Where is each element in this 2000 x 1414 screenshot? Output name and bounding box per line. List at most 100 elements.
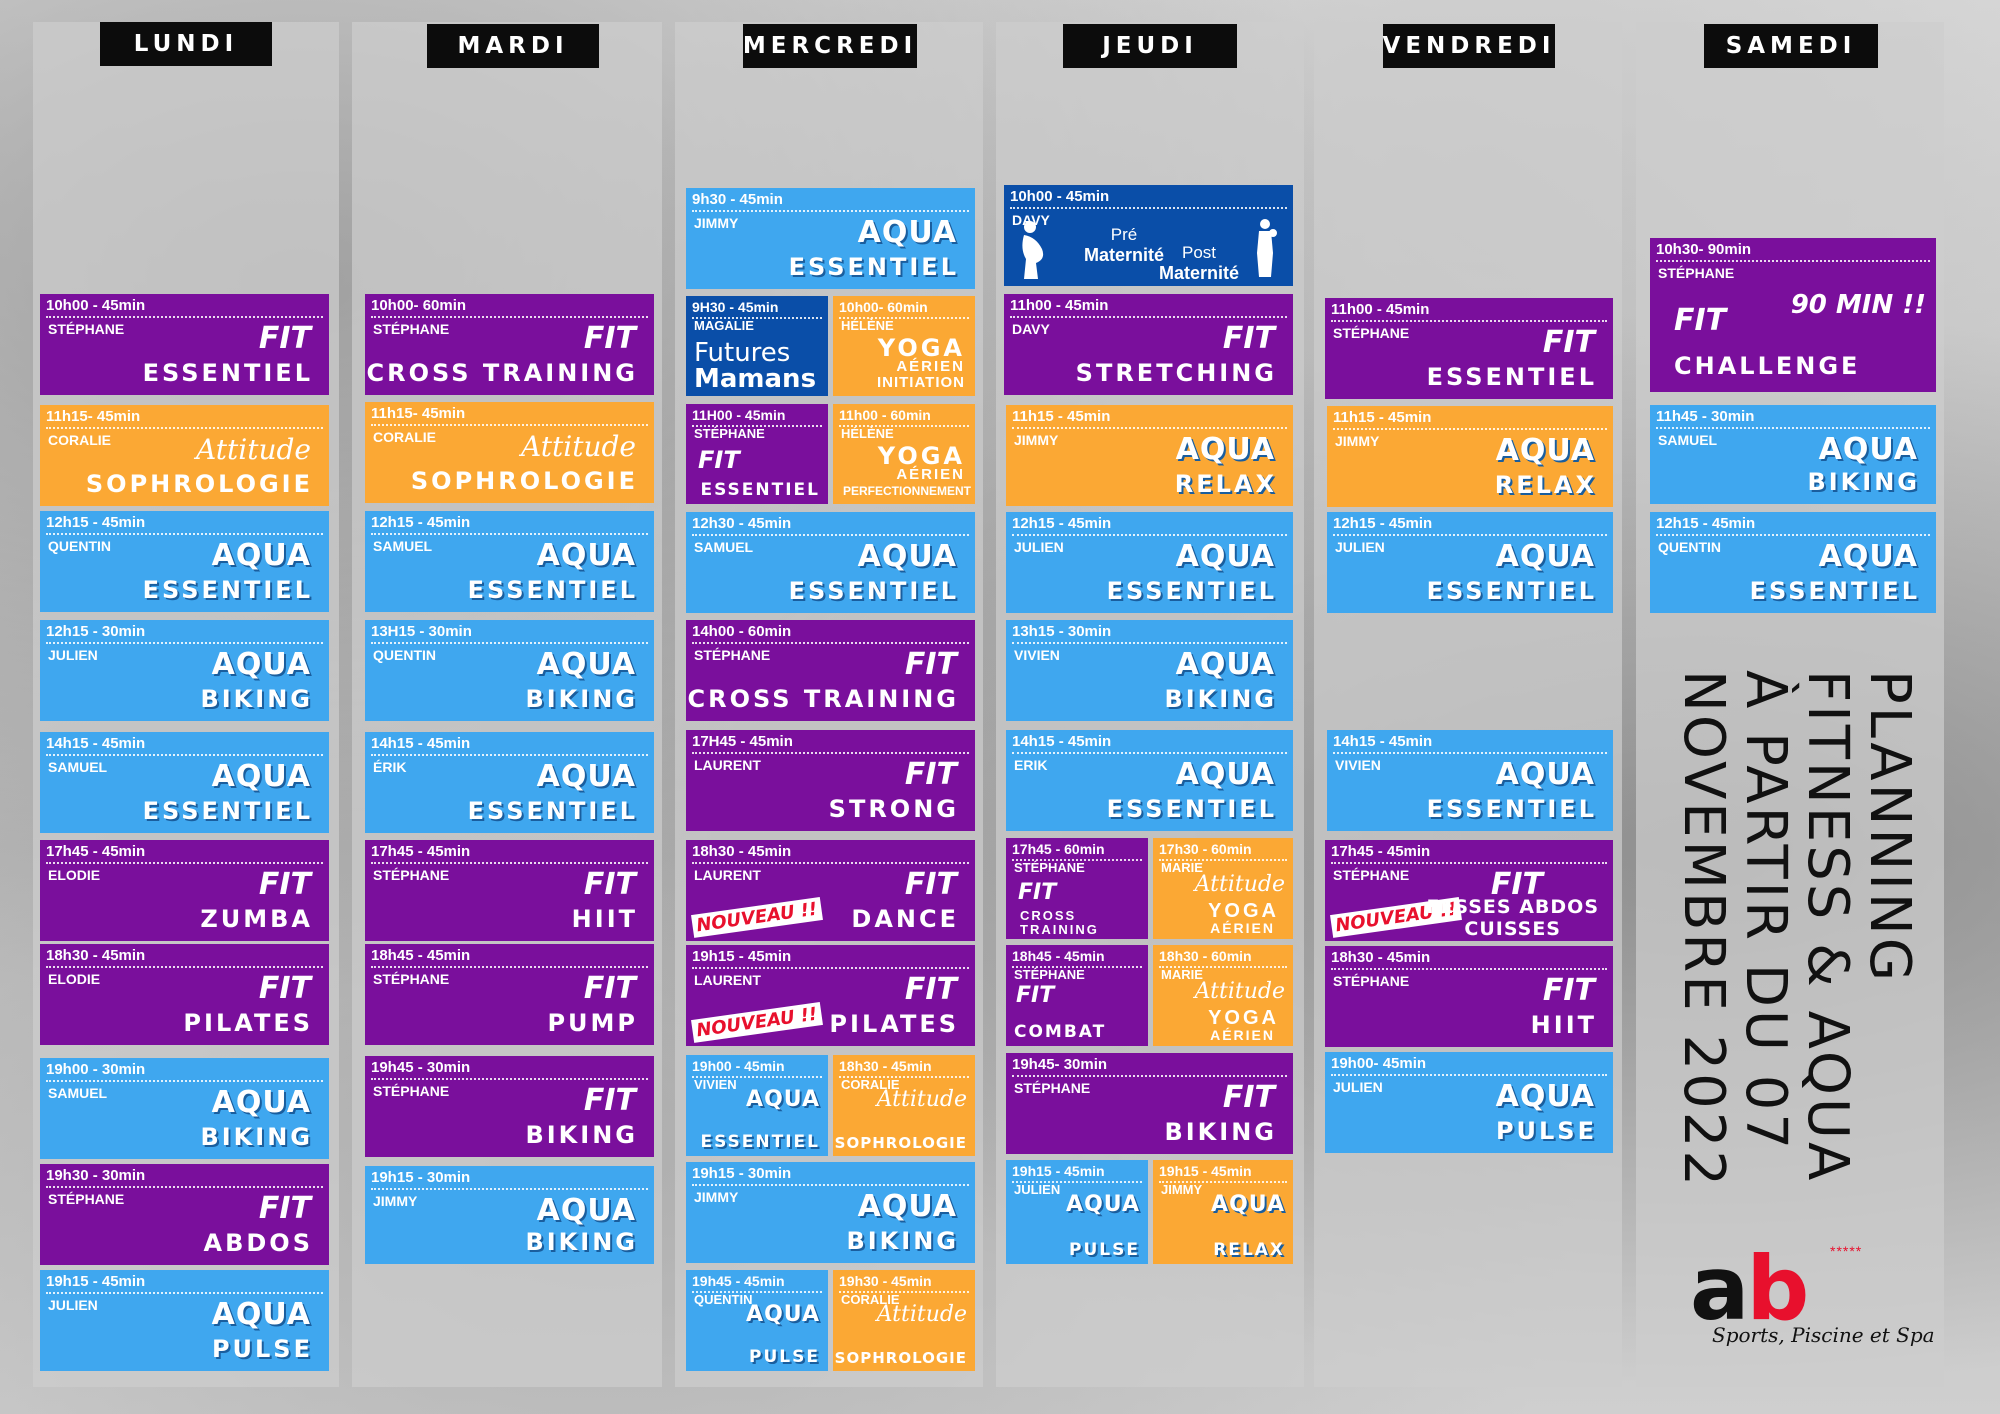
class-card[interactable]: 11h00 - 45min STÉPHANE FIT ESSENTIEL bbox=[1325, 298, 1613, 399]
fit-logo: FIT bbox=[698, 446, 740, 474]
class-coach: ÉRIK bbox=[373, 759, 407, 775]
class-card[interactable]: 18h30 - 60min MARIE Attitude YOGA AÉRIEN bbox=[1153, 945, 1293, 1046]
duration-highlight: 90 MIN !! bbox=[1790, 290, 1926, 320]
class-card[interactable]: 11h45 - 30min SAMUEL AQUA BIKING bbox=[1650, 405, 1936, 504]
class-name: ESSENTIEL bbox=[1426, 795, 1597, 823]
class-card[interactable]: 12h15 - 45min JULIEN AQUA ESSENTIEL bbox=[1006, 512, 1293, 613]
class-card[interactable]: 19h15 - 30min JIMMY AQUA BIKING bbox=[686, 1162, 975, 1263]
nouveau-badge: NOUVEAU !! bbox=[691, 1002, 823, 1043]
class-coach: STÉPHANE bbox=[48, 321, 125, 337]
class-card[interactable]: 10h00- 60min STÉPHANE FIT CROSS TRAINING bbox=[365, 294, 654, 395]
aqua-logo: AQUA bbox=[536, 538, 636, 573]
class-card[interactable]: 12h15 - 30min JULIEN AQUA BIKING bbox=[40, 620, 329, 721]
class-card[interactable]: 12h15 - 45min SAMUEL AQUA ESSENTIEL bbox=[365, 511, 654, 612]
class-name: SOPHROLOGIE bbox=[834, 1134, 967, 1152]
class-card[interactable]: 14h15 - 45min ÉRIK AQUA ESSENTIEL bbox=[365, 732, 654, 833]
class-card[interactable]: 17h45 - 45min STÉPHANE FIT HIIT bbox=[365, 840, 654, 941]
class-time: 19h15 - 45min bbox=[46, 1273, 323, 1294]
aqua-logo: AQUA bbox=[1495, 1079, 1595, 1114]
class-card[interactable]: 14h00 - 60min STÉPHANE FIT CROSS TRAININ… bbox=[686, 620, 975, 721]
class-time: 17h45 - 45min bbox=[46, 843, 323, 864]
aqua-logo: AQUA bbox=[1495, 539, 1595, 574]
class-card[interactable]: 18h45 - 45min STÉPHANE FIT COMBAT bbox=[1006, 945, 1148, 1046]
class-card[interactable]: 11h00 - 45min DAVY FIT STRETCHING bbox=[1004, 294, 1293, 395]
class-coach: ELODIE bbox=[48, 971, 101, 987]
class-card[interactable]: 19h00- 45min JULIEN AQUA PULSE bbox=[1325, 1052, 1613, 1153]
post-maternite-label: Post Maternité bbox=[1144, 243, 1254, 284]
class-card[interactable]: 19h00 - 45min VIVIEN AQUA ESSENTIEL bbox=[686, 1055, 828, 1156]
class-card[interactable]: 13h15 - 30min VIVIEN AQUA BIKING bbox=[1006, 620, 1293, 721]
class-time: 10h00 - 45min bbox=[46, 297, 323, 318]
class-card[interactable]: 11h15 - 45min JIMMY AQUA RELAX bbox=[1006, 405, 1293, 506]
class-card[interactable]: 14h15 - 45min SAMUEL AQUA ESSENTIEL bbox=[40, 732, 329, 833]
class-card[interactable]: 18h45 - 45min STÉPHANE FIT PUMP bbox=[365, 944, 654, 1045]
class-time: 12h15 - 45min bbox=[1012, 515, 1287, 536]
class-card[interactable]: 18h30 - 45min CORALIE Attitude SOPHROLOG… bbox=[833, 1055, 975, 1156]
class-card[interactable]: 17H45 - 45min LAURENT FIT STRONG bbox=[686, 730, 975, 831]
class-card[interactable]: 18h30 - 45min LAURENT NOUVEAU !! FIT DAN… bbox=[686, 840, 975, 941]
class-coach: CORALIE bbox=[373, 429, 436, 445]
class-coach: SAMUEL bbox=[373, 538, 433, 554]
class-card[interactable]: 11h00 - 60min HÉLÈNE YOGA AÉRIEN PERFECT… bbox=[833, 404, 975, 504]
class-card[interactable]: 12h15 - 45min QUENTIN AQUA ESSENTIEL bbox=[40, 511, 329, 612]
class-coach: SAMUEL bbox=[48, 759, 108, 775]
aqua-logo: AQUA bbox=[536, 1193, 636, 1228]
class-card[interactable]: 12h30 - 45min SAMUEL AQUA ESSENTIEL bbox=[686, 512, 975, 613]
class-coach: LAURENT bbox=[694, 972, 761, 988]
fit-logo: FIT bbox=[258, 1191, 311, 1226]
class-card[interactable]: 19h15 - 45min JIMMY AQUA RELAX bbox=[1153, 1160, 1293, 1264]
class-card[interactable]: 14h15 - 45min VIVIEN AQUA ESSENTIEL bbox=[1327, 730, 1613, 831]
class-coach: STÉPHANE bbox=[1333, 973, 1410, 989]
class-card[interactable]: 18h30 - 45min STÉPHANE FIT HIIT bbox=[1325, 946, 1613, 1047]
class-card[interactable]: 19h45 - 45min QUENTIN AQUA PULSE bbox=[686, 1270, 828, 1371]
class-name: ZUMBA bbox=[200, 905, 313, 933]
class-card[interactable]: 9h30 - 45min JIMMY AQUA ESSENTIEL bbox=[686, 188, 975, 289]
class-name: BIKING bbox=[1164, 685, 1277, 713]
class-coach: LAURENT bbox=[694, 757, 761, 773]
class-card[interactable]: 11h15 - 45min JIMMY AQUA RELAX bbox=[1327, 406, 1613, 507]
class-name: CROSS bbox=[1020, 908, 1077, 923]
class-card[interactable]: 19h45- 30min STÉPHANE FIT BIKING bbox=[1006, 1053, 1293, 1154]
class-card[interactable]: 12h15 - 45min JULIEN AQUA ESSENTIEL bbox=[1327, 512, 1613, 613]
class-card[interactable]: 19h45 - 30min STÉPHANE FIT BIKING bbox=[365, 1056, 654, 1157]
aqua-logo: AQUA bbox=[1175, 647, 1275, 682]
class-card[interactable]: 17h45 - 45min ELODIE FIT ZUMBA bbox=[40, 840, 329, 941]
class-coach: CORALIE bbox=[48, 432, 111, 448]
class-card[interactable]: 19h30 - 45min CORALIE Attitude SOPHROLOG… bbox=[833, 1270, 975, 1371]
class-card[interactable]: 12h15 - 45min QUENTIN AQUA ESSENTIEL bbox=[1650, 512, 1936, 613]
class-card[interactable]: 9H30 - 45min MAGALIE Futures Mamans bbox=[686, 296, 828, 396]
fit-logo: FIT bbox=[583, 321, 636, 356]
class-card[interactable]: 13H15 - 30min QUENTIN AQUA BIKING bbox=[365, 620, 654, 721]
class-card[interactable]: 10h00 - 45min STÉPHANE FIT ESSENTIEL bbox=[40, 294, 329, 395]
class-time: 12h15 - 45min bbox=[46, 514, 323, 535]
aqua-logo: AQUA bbox=[211, 538, 311, 573]
class-card[interactable]: 18h30 - 45min ELODIE FIT PILATES bbox=[40, 944, 329, 1045]
class-card[interactable]: 10h00 - 45min DAVY Pré Maternité Post Ma… bbox=[1004, 185, 1293, 286]
class-name: ESSENTIEL bbox=[467, 576, 638, 604]
class-coach: STÉPHANE bbox=[373, 971, 450, 987]
class-card[interactable]: 17h45 - 60min STÉPHANE FIT CROSS TRAININ… bbox=[1006, 838, 1148, 939]
class-name: BIKING bbox=[525, 1228, 638, 1256]
class-card[interactable]: 11h15- 45min CORALIE Attitude SOPHROLOGI… bbox=[365, 402, 654, 503]
yoga-label: YOGA bbox=[1208, 900, 1279, 922]
class-coach: STÉPHANE bbox=[373, 321, 450, 337]
pregnant-silhouette-icon bbox=[1022, 221, 1044, 279]
class-card[interactable]: 10h00- 60min HÉLÈNE YOGA AÉRIEN INITIATI… bbox=[833, 296, 975, 396]
class-card[interactable]: 19h15 - 45min LAURENT NOUVEAU !! FIT PIL… bbox=[686, 945, 975, 1046]
class-card[interactable]: 17h30 - 60min MARIE Attitude YOGA AÉRIEN bbox=[1153, 838, 1293, 939]
class-card[interactable]: 11H00 - 45min STÉPHANE FIT ESSENTIEL bbox=[686, 404, 828, 504]
class-card[interactable]: 17h45 - 45min STÉPHANE NOUVEAU !! FIT FE… bbox=[1325, 840, 1613, 941]
class-card[interactable]: 11h15- 45min CORALIE Attitude SOPHROLOGI… bbox=[40, 405, 329, 506]
attitude-logo: Attitude bbox=[196, 433, 311, 466]
class-card[interactable]: 19h15 - 45min JULIEN AQUA PULSE bbox=[40, 1270, 329, 1371]
class-name: CROSS TRAINING bbox=[366, 359, 638, 387]
fit-logo: FIT bbox=[583, 867, 636, 902]
class-name: CROSS TRAINING bbox=[687, 685, 959, 713]
class-card[interactable]: 19h15 - 45min JULIEN AQUA PULSE bbox=[1006, 1160, 1148, 1264]
class-card[interactable]: 19h00 - 30min SAMUEL AQUA BIKING bbox=[40, 1058, 329, 1159]
class-coach: JULIEN bbox=[48, 647, 98, 663]
class-card[interactable]: 14h15 - 45min ERIK AQUA ESSENTIEL bbox=[1006, 730, 1293, 831]
class-card[interactable]: 19h15 - 30min JIMMY AQUA BIKING bbox=[365, 1166, 654, 1264]
class-card[interactable]: 19h30 - 30min STÉPHANE FIT ABDOS bbox=[40, 1164, 329, 1265]
class-card[interactable]: 10h30- 90min STÉPHANE FIT 90 MIN !! CHAL… bbox=[1650, 238, 1936, 392]
